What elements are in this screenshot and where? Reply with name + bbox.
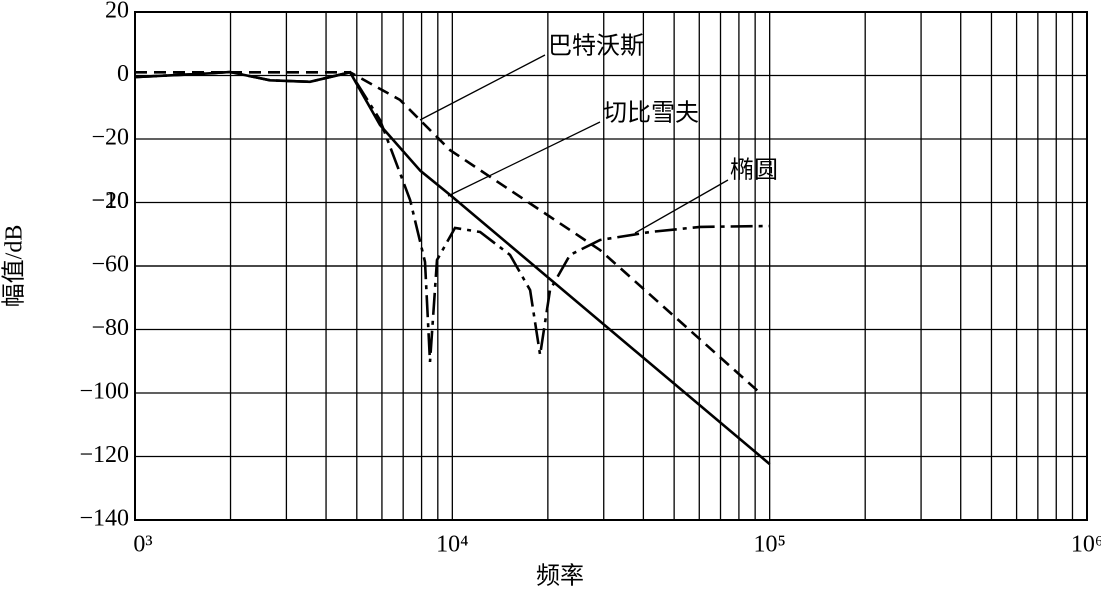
y-tick-label: −20 [91, 188, 129, 214]
x-tick-label: 10⁶ [1071, 532, 1101, 558]
y-axis-label: 幅值/dB [1, 225, 28, 308]
series-line [134, 70, 770, 362]
leader-line [419, 54, 546, 121]
y-tick-label: −20 [91, 125, 129, 151]
legend-label: 椭圆 [730, 157, 778, 184]
x-tick-label: 0³ [133, 532, 152, 558]
legend-label: 切比雪夫 [603, 100, 699, 127]
y-tick-label: 0 [117, 61, 129, 87]
y-tick-label: −10 [91, 188, 129, 214]
y-tick-label: −140 [79, 506, 129, 532]
x-axis-label: 频率 [536, 563, 584, 590]
y-tick-label: −80 [91, 315, 129, 341]
series-line [135, 71, 761, 394]
plot-frame [134, 11, 1088, 521]
legend-label: 巴特沃斯 [548, 33, 644, 60]
leader-line [447, 121, 601, 197]
y-tick-label: −60 [91, 252, 129, 278]
y-tick-label: −120 [79, 442, 129, 468]
leader-line [634, 179, 729, 234]
x-tick-label: 10⁴ [436, 532, 468, 558]
x-tick-label: 10⁵ [753, 532, 785, 558]
y-tick-label: 20 [105, 0, 129, 24]
y-tick-label: −100 [79, 379, 129, 405]
